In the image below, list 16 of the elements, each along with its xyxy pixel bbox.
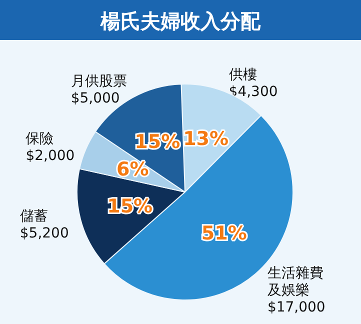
data-label: 15% bbox=[134, 131, 180, 154]
slice-label: 生活雜費及娛樂 bbox=[267, 266, 324, 299]
data-label: 13% bbox=[183, 128, 229, 150]
text: $5,000 bbox=[70, 90, 120, 107]
data-label: 51% bbox=[201, 222, 247, 244]
data-label: 15% bbox=[107, 195, 153, 218]
slice-label: 保險 bbox=[26, 131, 54, 148]
data-label: 6% bbox=[116, 158, 149, 181]
text: $5,200 bbox=[20, 226, 69, 242]
text: $17,000 bbox=[267, 300, 326, 316]
chart-title: 楊氏夫婦收入分配 bbox=[100, 9, 262, 33]
slice-label: 供樓 bbox=[228, 66, 257, 83]
text: $2,000 bbox=[26, 148, 75, 164]
slice-label: 儲蓄 bbox=[20, 208, 48, 225]
text: $4,300 bbox=[228, 84, 278, 100]
slice-label: 月供股票 bbox=[70, 74, 127, 90]
